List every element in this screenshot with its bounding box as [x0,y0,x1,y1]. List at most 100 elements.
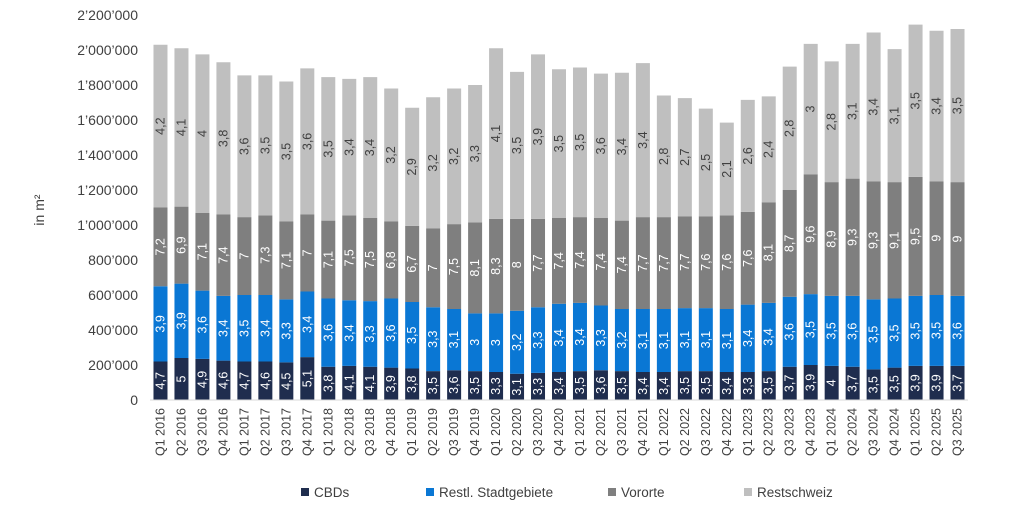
x-tick-label: Q4 2019 [468,408,482,456]
data-label: 9,6 [804,225,818,242]
data-label: 3,2 [615,331,629,348]
data-label: 3,9 [384,375,398,392]
bar-segment-restl-stadtgebiete [195,290,210,359]
bar-segment-cbds [824,365,839,400]
bar-segment-restschweiz [258,75,273,216]
bar-segment-cbds [195,358,210,400]
bar-segment-restl-stadtgebiete [468,313,483,372]
bar-segment-vororte [195,212,210,291]
x-tick-label: Q2 2025 [930,408,944,456]
bar-segment-restl-stadtgebiete [761,302,776,372]
bar-segment-restl-stadtgebiete [363,301,378,367]
legend-swatch [608,488,616,496]
bar-segment-restl-stadtgebiete [489,313,504,372]
data-label: 3,7 [783,375,797,392]
data-label: 7,4 [552,252,566,269]
data-label: 3,4 [720,377,734,394]
data-label: 3,4 [342,324,356,341]
data-label: 7,6 [699,253,713,270]
data-label: 3,5 [321,140,335,157]
data-label: 3,4 [930,97,944,114]
bar-segment-vororte [677,216,692,309]
bar-segment-vororte [279,221,294,300]
data-label: 9 [951,235,965,242]
legend-label: CBDs [314,485,350,500]
data-label: 3,9 [909,374,923,391]
data-label: 3,6 [846,323,860,340]
x-tick-label: Q2 2016 [174,408,188,456]
data-label: 3,5 [930,322,944,339]
bar-segment-restschweiz [279,81,294,222]
data-label: 3,4 [258,320,272,337]
x-tick-label: Q4 2016 [216,408,230,456]
bar-segment-vororte [426,228,441,308]
data-label: 2,6 [741,147,755,164]
data-label: 3,6 [237,138,251,155]
bar-segment-cbds [593,370,608,400]
bar-segment-restl-stadtgebiete [908,295,923,366]
y-tick-label: 800’000 [88,252,138,268]
bar-labels: 4,7 3,9 7,2 4,2 5 3,9 6,9 4,1 4,9 3,6 7,1 4 4,6 3,4 7,… [153,92,964,396]
data-label: 2,9 [405,158,419,175]
data-label: 7,5 [447,258,461,275]
bar-segment-restschweiz [950,29,965,183]
bar-segment-cbds [237,361,252,400]
data-label: 3,5 [615,377,629,394]
data-label: 4,5 [279,372,293,389]
data-label: 3,4 [867,98,881,115]
data-label: 3,5 [804,321,818,338]
data-label: 5,1 [300,370,314,387]
data-label: 3,2 [447,148,461,165]
bar-segment-restl-stadtgebiete [845,295,860,367]
bar-segment-restl-stadtgebiete [216,295,231,361]
data-label: 3,5 [573,377,587,394]
x-tick-label: Q3 2019 [447,408,461,456]
data-label: 4,6 [216,372,230,389]
bar-segment-restschweiz [656,95,671,218]
bar-segment-cbds [635,372,650,400]
legend-label: Restl. Stadtgebiete [439,485,553,500]
legend-swatch [426,488,434,496]
legend: CBDs Restl. Stadtgebiete Vororte Restschwei… [301,485,833,500]
bar-segment-restschweiz [531,54,546,219]
data-label: 3,5 [258,137,272,154]
x-tick-label: Q3 2021 [615,408,629,456]
bar-segment-vororte [174,206,189,284]
data-label: 3,9 [930,374,944,391]
data-label: 3,9 [804,374,818,391]
data-label: 3,1 [720,332,734,349]
data-label: 3,4 [615,138,629,155]
bar-segment-restl-stadtgebiete [300,291,315,358]
data-label: 3,6 [195,316,209,333]
bar-segment-restschweiz [782,66,797,190]
bar-segment-restschweiz [510,71,525,219]
data-label: 4,2 [153,117,167,134]
data-label: 3,7 [846,375,860,392]
data-label: 3,1 [447,331,461,348]
bar-segment-restl-stadtgebiete [656,309,671,372]
bar-segment-cbds [656,372,671,400]
bar-segment-cbds [489,372,504,400]
data-label: 3,5 [279,143,293,160]
bar-segment-restschweiz [321,77,336,221]
data-label: 2,8 [783,120,797,137]
data-label: 8,9 [825,230,839,247]
bar-segment-restschweiz [635,63,650,218]
data-label: 3,4 [573,328,587,345]
bar-segment-cbds [384,367,399,400]
bar-segment-restschweiz [908,24,923,177]
x-tick-label: Q1 2020 [489,408,503,456]
data-label: 4,1 [174,119,188,136]
data-label: 7,4 [216,246,230,263]
bar-segment-vororte [489,218,504,314]
data-label: 8,1 [762,244,776,261]
data-label: 8,3 [489,257,503,274]
bar-segment-vororte [531,218,546,308]
bar-segment-restl-stadtgebiete [447,309,462,371]
data-label: 7,4 [615,256,629,273]
data-label: 3,3 [468,145,482,162]
data-label: 3 [804,106,818,113]
bar-segment-restschweiz [489,48,504,219]
data-label: 4,1 [363,375,377,392]
